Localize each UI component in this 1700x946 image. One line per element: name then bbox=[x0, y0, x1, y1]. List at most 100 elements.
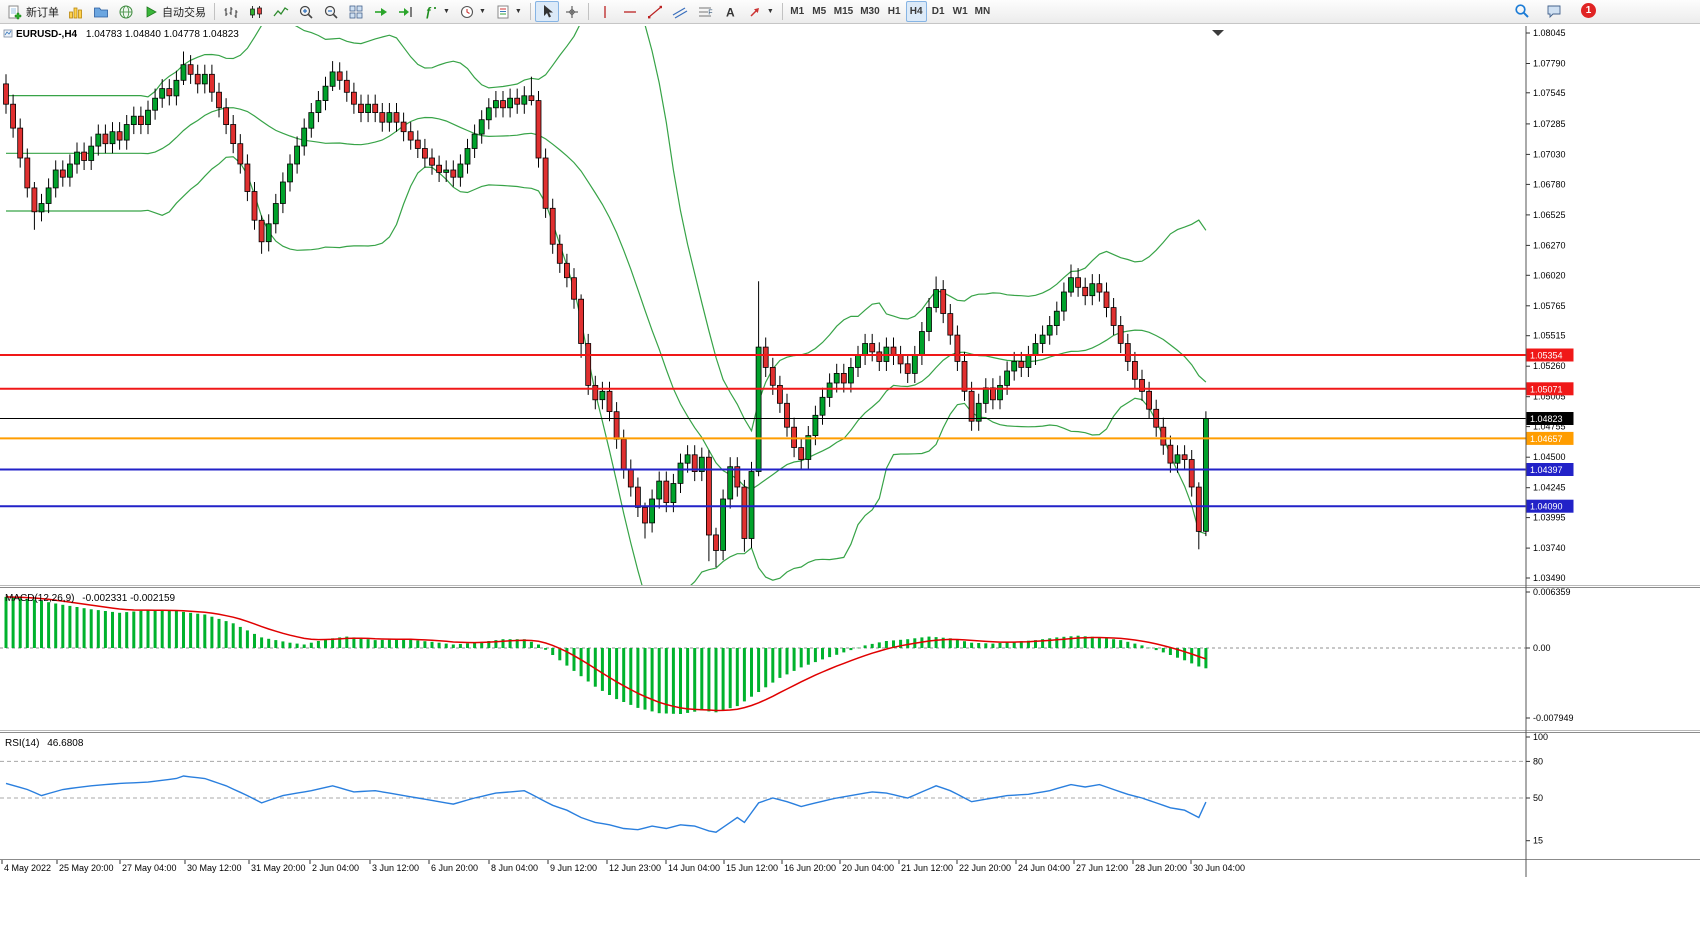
tile-windows-icon bbox=[349, 5, 363, 18]
equidistant-channel-tool-button[interactable] bbox=[668, 1, 692, 22]
svg-text:30 May 12:00: 30 May 12:00 bbox=[187, 863, 242, 873]
horizontal-line-tool-button[interactable] bbox=[618, 1, 642, 22]
line-chart-mode-button[interactable] bbox=[269, 1, 293, 22]
crosshair-icon bbox=[565, 5, 578, 18]
line-chart-icon bbox=[273, 6, 289, 16]
svg-text:1.05515: 1.05515 bbox=[1533, 331, 1566, 341]
rsi-panel-surface[interactable] bbox=[0, 733, 1526, 859]
timeframe-h4[interactable]: H4 bbox=[905, 1, 927, 22]
notification-badge[interactable]: 1 bbox=[1581, 3, 1596, 18]
timeframe-mn[interactable]: MN bbox=[972, 1, 994, 22]
autoscroll-button[interactable] bbox=[369, 1, 393, 22]
toolbar-separator bbox=[529, 3, 531, 20]
toolbar-separator bbox=[587, 3, 589, 20]
macd-layer bbox=[0, 596, 1526, 714]
svg-text:6 Jun 20:00: 6 Jun 20:00 bbox=[431, 863, 478, 873]
svg-text:-0.007949: -0.007949 bbox=[1533, 713, 1574, 723]
chart-shift-marker[interactable] bbox=[1212, 30, 1224, 36]
new-order-button[interactable]: 新订单 bbox=[3, 1, 63, 22]
notification-count: 1 bbox=[1585, 5, 1592, 16]
autotrading-play-icon bbox=[146, 5, 157, 18]
svg-text:1.07545: 1.07545 bbox=[1533, 88, 1566, 98]
svg-text:1.05005: 1.05005 bbox=[1533, 392, 1566, 402]
chart-shift-button[interactable] bbox=[394, 1, 418, 22]
text-tool-button[interactable]: A bbox=[718, 1, 742, 22]
charts-button[interactable] bbox=[64, 1, 88, 22]
dropdown-caret: ▼ bbox=[514, 8, 522, 15]
svg-text:9 Jun 12:00: 9 Jun 12:00 bbox=[550, 863, 597, 873]
svg-text:12 Jun 23:00: 12 Jun 23:00 bbox=[609, 863, 661, 873]
timeframe-w1[interactable]: W1 bbox=[950, 1, 971, 22]
candles-layer bbox=[3, 51, 1209, 568]
vertical-line-tool-button[interactable] bbox=[593, 1, 617, 22]
templates-button[interactable]: ▼ bbox=[491, 1, 526, 22]
macd-panel-surface[interactable] bbox=[0, 588, 1526, 731]
rsi-layer bbox=[0, 760, 1526, 833]
indicators-button[interactable]: ƒ ▼ bbox=[419, 1, 454, 22]
svg-text:ƒ: ƒ bbox=[425, 5, 432, 19]
chart-ohlc-readout: 1.04783 1.04840 1.04778 1.04823 bbox=[86, 29, 239, 40]
svg-text:15: 15 bbox=[1533, 836, 1543, 846]
svg-text:1.05765: 1.05765 bbox=[1533, 301, 1566, 311]
zoom-out-icon bbox=[324, 5, 338, 19]
zoom-out-button[interactable] bbox=[319, 1, 343, 22]
channel-icon bbox=[672, 6, 688, 19]
svg-text:1.05071: 1.05071 bbox=[1530, 384, 1563, 394]
chat-button[interactable] bbox=[1546, 3, 1562, 19]
rsi-label: RSI(14) 46.6808 bbox=[5, 738, 84, 749]
svg-text:25 May 20:00: 25 May 20:00 bbox=[59, 863, 114, 873]
text-tool-icon: A bbox=[726, 5, 735, 19]
horizontal-line-icon bbox=[623, 10, 636, 13]
svg-text:1.03490: 1.03490 bbox=[1533, 573, 1566, 583]
svg-text:2 Jun 04:00: 2 Jun 04:00 bbox=[312, 863, 359, 873]
svg-text:3 Jun 12:00: 3 Jun 12:00 bbox=[372, 863, 419, 873]
toolbar-separator bbox=[214, 3, 215, 20]
community-button[interactable] bbox=[114, 1, 138, 22]
chat-icon bbox=[1547, 5, 1561, 19]
dropdown-caret: ▼ bbox=[443, 8, 450, 15]
timeframe-m15[interactable]: M15 bbox=[831, 1, 856, 22]
cursor-tool-button[interactable] bbox=[534, 1, 559, 22]
bar-chart-mode-button[interactable] bbox=[219, 1, 243, 22]
profiles-button[interactable] bbox=[89, 1, 113, 22]
price-axis[interactable]: 1.08045 1.07790 1.07545 1.07285 1.07030 1.067… bbox=[1526, 28, 1574, 846]
svg-text:1.04657: 1.04657 bbox=[1530, 434, 1563, 444]
autotrading-button[interactable]: 自动交易 bbox=[139, 1, 210, 22]
svg-text:8 Jun 04:00: 8 Jun 04:00 bbox=[491, 863, 538, 873]
svg-text:4 May 2022: 4 May 2022 bbox=[4, 863, 51, 873]
timeframe-d1[interactable]: D1 bbox=[928, 1, 949, 22]
candlestick-mode-button[interactable] bbox=[244, 1, 268, 22]
svg-text:1.07285: 1.07285 bbox=[1533, 119, 1566, 129]
periods-button[interactable]: ▼ bbox=[455, 1, 490, 22]
svg-text:50: 50 bbox=[1533, 793, 1543, 803]
timeframe-m1[interactable]: M1 bbox=[787, 1, 808, 22]
chart-icon bbox=[3, 29, 13, 38]
zoom-in-button[interactable] bbox=[294, 1, 318, 22]
trendline-tool-button[interactable] bbox=[643, 1, 667, 22]
price-chart-surface[interactable] bbox=[0, 26, 1526, 586]
macd-label: MACD(12,26,9) -0.002331 -0.002159 bbox=[5, 593, 176, 604]
profiles-icon bbox=[94, 7, 108, 17]
bar-chart-icon bbox=[224, 6, 238, 18]
timeframe-h1[interactable]: H1 bbox=[884, 1, 905, 22]
svg-text:1.07790: 1.07790 bbox=[1533, 59, 1566, 69]
svg-text:A: A bbox=[726, 5, 735, 19]
timeframe-m5[interactable]: M5 bbox=[809, 1, 830, 22]
horizontal-lines-layer[interactable] bbox=[0, 354, 1526, 508]
timeframe-toolbar: M1 M5 M15 M30 H1 H4 D1 W1 MN bbox=[787, 1, 993, 22]
tile-windows-button[interactable] bbox=[344, 1, 368, 22]
svg-text:F: F bbox=[708, 9, 712, 16]
time-axis[interactable]: 4 May 2022 25 May 20:00 27 May 04:00 30 May… bbox=[1, 860, 1245, 873]
templates-icon bbox=[497, 5, 509, 18]
trendline-icon bbox=[647, 5, 662, 18]
crosshair-tool-button[interactable] bbox=[560, 1, 584, 22]
timeframe-m30[interactable]: M30 bbox=[857, 1, 882, 22]
zoom-in-icon bbox=[299, 5, 313, 19]
fibonacci-tool-button[interactable]: F bbox=[693, 1, 717, 22]
search-button[interactable] bbox=[1514, 3, 1530, 19]
svg-text:1.04090: 1.04090 bbox=[1530, 502, 1563, 512]
svg-text:1.04397: 1.04397 bbox=[1530, 465, 1563, 475]
arrows-tool-button[interactable]: ▼ bbox=[743, 1, 778, 22]
